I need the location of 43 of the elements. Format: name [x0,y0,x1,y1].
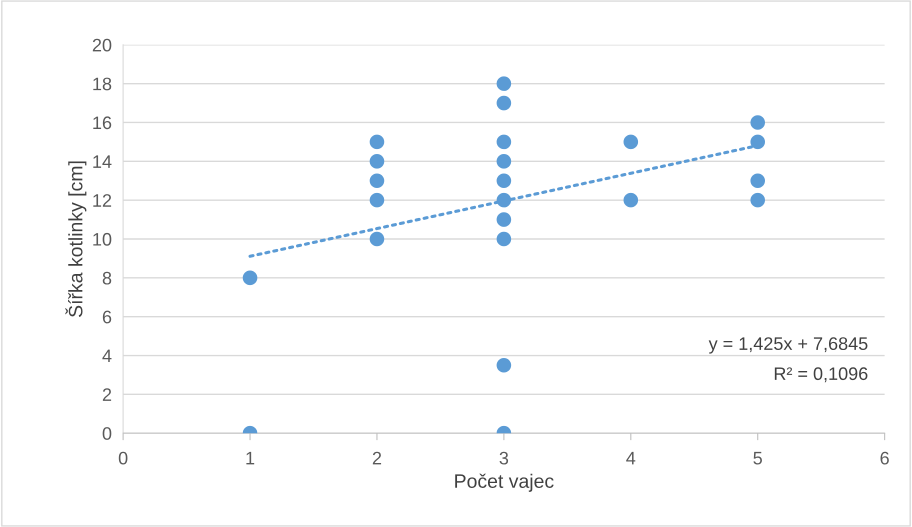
y-tick-label: 2 [102,388,112,401]
point [370,173,384,188]
point [496,358,512,373]
point [496,232,512,246]
y-tick-label: 12 [93,194,112,207]
point [370,154,384,169]
point [750,173,765,188]
x-tick-label: 0 [118,452,128,465]
point [370,232,384,246]
y-tick-label: 0 [102,427,112,440]
annotation: y = 1,425x + 7,6845 [708,337,868,354]
y-tick-label: 8 [102,272,112,285]
y-tick-label: 16 [93,116,112,130]
x-tick-label: 6 [880,452,889,465]
point [496,76,512,91]
y-tick-label: 10 [93,232,112,246]
y-tick-label: 14 [93,155,112,168]
point [496,192,512,208]
x-tick-label: 5 [753,452,762,465]
x-axis-title: Počet vajec [455,474,554,492]
y-tick-label: 20 [92,38,112,52]
point [242,270,258,286]
x-tick-label: 1 [246,452,254,464]
point [624,192,638,208]
point [496,96,512,110]
y-axis-title: Šířka kotlinky [cm] [65,162,86,317]
x-tick-label: 4 [626,452,636,464]
point [496,154,512,169]
point [750,134,765,150]
point [750,192,765,208]
point [496,134,512,150]
point [496,173,512,188]
annotation: R² = 0,1096 [774,367,868,382]
point [624,134,638,150]
point [370,134,384,150]
y-tick-label: 18 [93,78,112,90]
y-tick-label: 4 [102,350,112,362]
point [370,192,384,208]
x-tick-label: 3 [500,452,508,465]
x-tick-label: 2 [372,452,382,464]
point [750,115,765,130]
y-tick-label: 6 [102,310,112,324]
point [496,212,512,227]
